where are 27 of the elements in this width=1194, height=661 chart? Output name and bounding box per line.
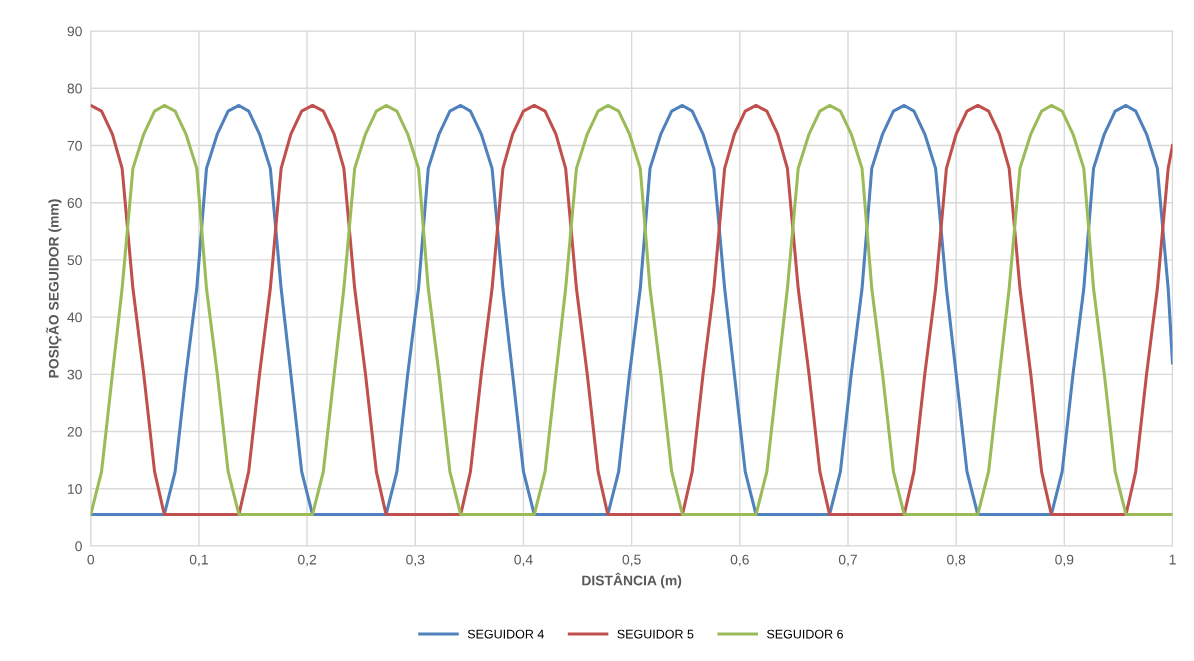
x-tick-label: 0 — [87, 554, 95, 565]
legend-label: SEGUIDOR 6 — [766, 629, 843, 639]
x-axis-title: DISTÂNCIA (m) — [582, 572, 682, 589]
x-tick-label: 0,7 — [838, 554, 857, 567]
y-tick-label: 0 — [75, 541, 82, 552]
y-tick-label: 90 — [67, 26, 82, 37]
x-tick-label: 0,9 — [1055, 554, 1074, 567]
x-tick-label: 0,4 — [514, 554, 533, 567]
x-tick-label: 0,5 — [622, 554, 641, 567]
y-axis-title: POSIÇÃO SEGUIDOR (mm) — [46, 199, 62, 378]
y-tick-label: 30 — [67, 369, 82, 380]
y-tick-label: 50 — [67, 255, 82, 266]
legend-label: SEGUIDOR 4 — [467, 629, 544, 639]
y-tick-label: 70 — [67, 140, 82, 151]
y-tick-label: 20 — [67, 426, 82, 437]
x-tick-label: 0,8 — [947, 554, 966, 567]
line-series — [90, 103, 1173, 517]
y-tick-label: 80 — [67, 83, 82, 94]
y-tick-label: 40 — [67, 312, 82, 323]
legend-label: SEGUIDOR 5 — [617, 629, 694, 639]
x-tick-label: 0,3 — [406, 554, 425, 567]
y-tick-label: 10 — [68, 484, 82, 494]
y-tick-label: 60 — [67, 198, 82, 208]
x-tick-label: 0,1 — [189, 554, 208, 567]
x-tick-label: 0,2 — [297, 554, 317, 567]
x-tick-label: 1 — [1169, 554, 1176, 565]
x-tick-label: 0,6 — [730, 554, 749, 567]
